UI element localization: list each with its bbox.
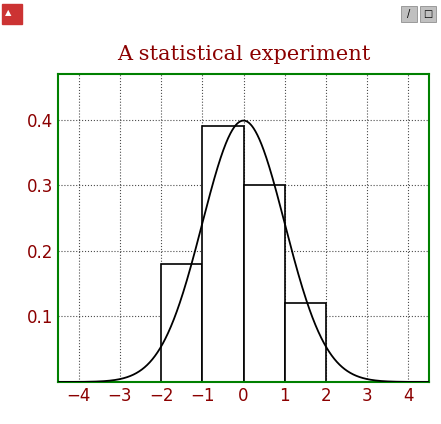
Text: /: / bbox=[407, 9, 411, 19]
Bar bbox=[420, 6, 436, 22]
Text: ▲: ▲ bbox=[5, 8, 11, 17]
Bar bbox=[243, 185, 285, 382]
Bar bbox=[202, 126, 243, 382]
Title: A statistical experiment: A statistical experiment bbox=[117, 45, 370, 64]
Bar bbox=[285, 303, 326, 382]
Bar bbox=[401, 6, 417, 22]
Bar bbox=[2, 4, 22, 24]
Bar bbox=[161, 264, 202, 382]
Text: Euler Graphics: Euler Graphics bbox=[30, 6, 132, 20]
Text: □: □ bbox=[423, 9, 433, 19]
